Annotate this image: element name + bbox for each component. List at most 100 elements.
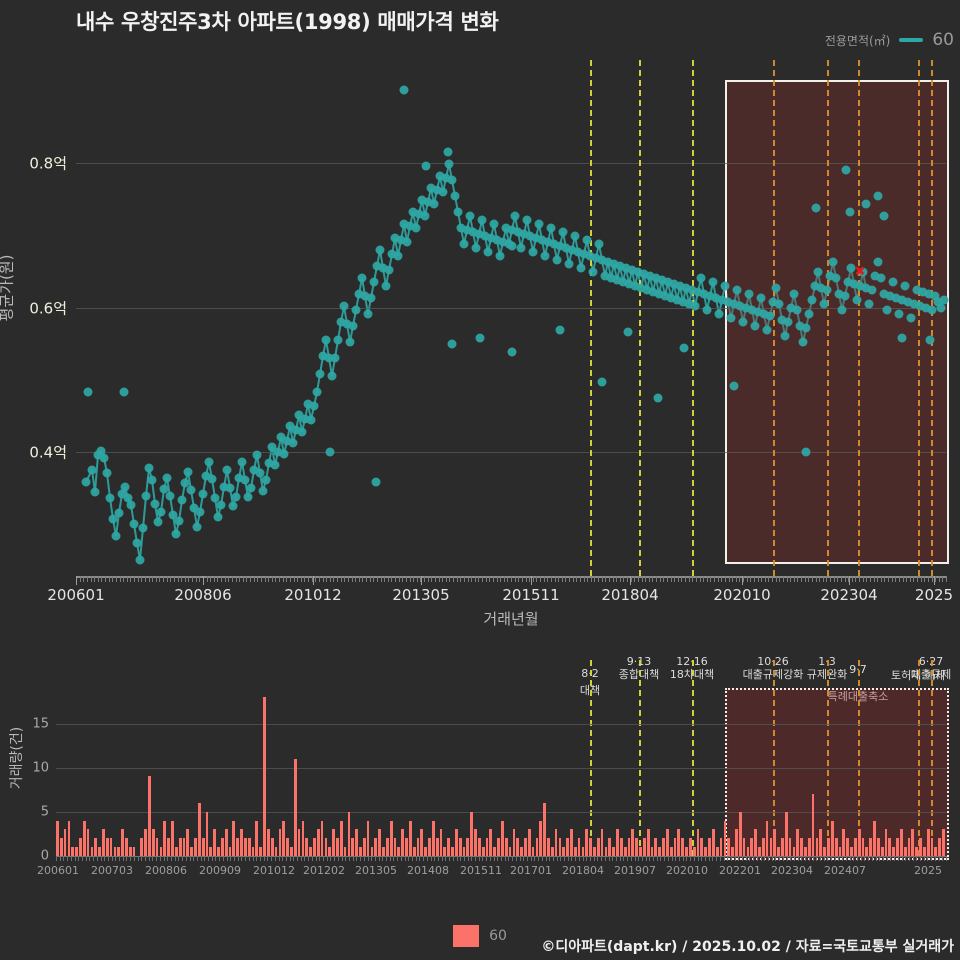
- price-x-tick: [902, 576, 904, 582]
- volume-bar: [873, 820, 876, 856]
- price-data-point: [624, 279, 634, 289]
- price-data-point: [228, 501, 238, 511]
- price-data-point: [192, 522, 202, 532]
- policy-vline-volume: [918, 660, 920, 856]
- volume-bar: [401, 829, 404, 856]
- volume-bar: [547, 838, 550, 856]
- volume-x-tick: [942, 856, 944, 861]
- volume-x-tick: [604, 856, 606, 861]
- price-data-point: [417, 195, 427, 205]
- price-x-tick-major: [421, 576, 422, 585]
- price-data-point: [669, 279, 679, 289]
- price-data-point: [873, 257, 883, 267]
- volume-x-tick: [152, 856, 154, 861]
- volume-x-tick: [504, 856, 506, 861]
- price-x-tick: [775, 576, 777, 582]
- price-x-tick: [590, 576, 592, 582]
- volume-x-axis: 200601 200703 200806 200909 201012 201202 2013…: [37, 856, 947, 877]
- volume-bar: [408, 820, 412, 856]
- volume-bar: [447, 838, 451, 856]
- price-x-tick: [721, 576, 723, 582]
- price-x-tick: [764, 576, 766, 582]
- volume-x-tick: [248, 856, 250, 861]
- volume-bar: [635, 838, 639, 856]
- price-x-tick: [717, 576, 719, 582]
- price-data-point: [510, 211, 520, 221]
- price-x-tick: [239, 576, 241, 582]
- price-data-point: [102, 468, 112, 478]
- price-x-tick: [793, 576, 795, 582]
- price-data-point: [591, 253, 601, 263]
- price-x-tick: [257, 576, 259, 582]
- price-data-point: [774, 299, 784, 309]
- policy-vline-volume: [590, 660, 592, 856]
- price-x-tick: [594, 576, 596, 582]
- price-data-point: [858, 267, 868, 277]
- price-data-point: [915, 301, 925, 311]
- price-x-tick-label: 201804: [601, 586, 659, 604]
- volume-bar: [754, 829, 757, 856]
- volume-bar: [608, 838, 612, 856]
- volume-bar: [696, 829, 700, 856]
- volume-bar: [385, 838, 389, 856]
- price-x-tick: [869, 576, 871, 582]
- price-y-tick-label: 0.4억: [29, 443, 67, 462]
- volume-bar: [86, 829, 90, 856]
- price-x-tick: [286, 576, 288, 582]
- price-data-point: [903, 297, 913, 307]
- price-data-point: [453, 207, 463, 217]
- price-x-tick: [235, 576, 237, 582]
- volume-bar: [163, 820, 167, 856]
- price-data-point: [804, 309, 814, 319]
- volume-bar: [324, 838, 328, 856]
- volume-bar: [366, 820, 370, 856]
- volume-x-tick: [78, 856, 80, 861]
- volume-bar: [508, 847, 512, 856]
- price-data-point: [171, 529, 181, 539]
- price-x-tick: [710, 576, 712, 582]
- volume-bar: [151, 829, 155, 856]
- price-x-tick: [503, 576, 505, 582]
- policy-annotation-date: 10·26: [757, 655, 789, 668]
- volume-x-tick: [259, 856, 261, 861]
- price-x-tick: [250, 576, 251, 582]
- price-gridline: [76, 452, 946, 453]
- price-x-tick: [529, 576, 531, 582]
- volume-bar: [735, 829, 738, 856]
- policy-vline-volume: [858, 660, 860, 856]
- price-data-point: [841, 165, 851, 175]
- price-x-tick: [351, 576, 353, 582]
- volume-x-tick: [252, 856, 254, 861]
- volume-x-tick: [908, 856, 910, 861]
- price-x-tick-label: 201012: [284, 586, 342, 604]
- volume-bar: [63, 829, 67, 856]
- volume-x-tick: [860, 856, 862, 861]
- volume-x-tick: [352, 856, 354, 861]
- price-data-point: [300, 414, 310, 424]
- price-data-point: [462, 225, 472, 235]
- price-data-point: [333, 335, 343, 345]
- volume-x-tick: [456, 856, 458, 861]
- price-data-point: [786, 303, 796, 313]
- price-data-point: [939, 295, 949, 305]
- price-data-point: [870, 271, 880, 281]
- volume-bar: [570, 829, 573, 856]
- volume-bar: [75, 847, 78, 856]
- volume-x-tick: [196, 856, 198, 861]
- volume-bar: [539, 820, 543, 856]
- price-x-tick: [616, 576, 618, 582]
- volume-x-tick: [133, 856, 135, 861]
- volume-x-tick: [901, 856, 903, 861]
- price-data-point: [702, 305, 712, 315]
- volume-x-tick: [215, 856, 217, 861]
- price-data-point: [354, 289, 364, 299]
- volume-bar: [896, 838, 899, 856]
- volume-x-tick: [849, 856, 851, 861]
- price-data-point: [582, 235, 592, 245]
- volume-x-tick: [782, 856, 784, 861]
- price-x-tick: [898, 576, 900, 582]
- volume-x-tick: [660, 856, 662, 861]
- price-data-point: [567, 245, 577, 255]
- price-data-point: [687, 285, 697, 295]
- price-data-point: [678, 297, 688, 307]
